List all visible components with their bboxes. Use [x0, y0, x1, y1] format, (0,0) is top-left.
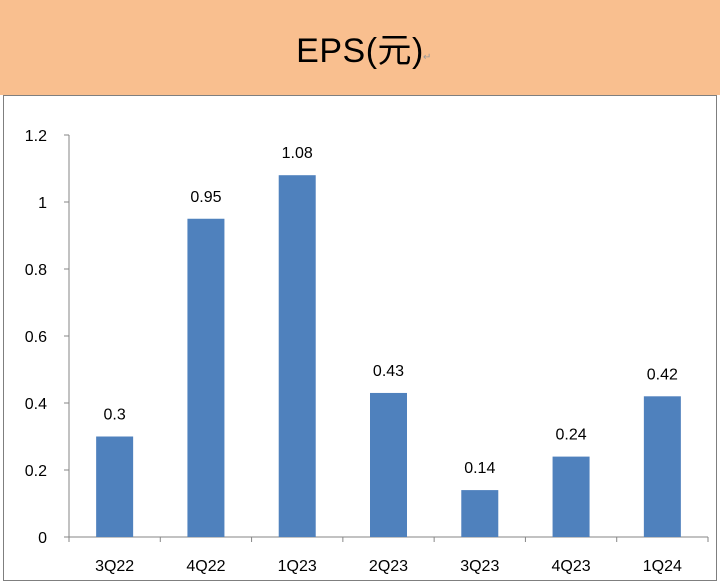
x-tick-label: 1Q23	[278, 558, 317, 575]
chart-header: EPS(元) ↵	[0, 0, 720, 95]
y-tick-label: 0.2	[25, 463, 47, 480]
bar	[643, 396, 681, 537]
bar	[187, 218, 225, 537]
x-tick-label: 2Q23	[369, 558, 408, 575]
data-label: 0.3	[104, 407, 126, 424]
bar	[370, 392, 407, 537]
chart-labels: 0.3 3Q22 0.95 4Q22 1.08 1Q23 0.43 2Q23 0.14 3Q23 0…	[95, 145, 682, 575]
x-tick-label: 4Q22	[186, 558, 225, 575]
x-tick-label: 3Q22	[95, 558, 134, 575]
data-label: 0.43	[373, 363, 404, 380]
data-label: 0.95	[190, 189, 221, 206]
data-label: 0.42	[647, 366, 678, 383]
chart-axes: 0 0.2 0.4 0.6 0.8 1 1.2	[25, 128, 709, 547]
x-tick-label: 3Q23	[460, 558, 499, 575]
y-tick-label: 0.8	[25, 262, 47, 279]
y-tick-label: 0.6	[25, 329, 47, 346]
y-tick-label: 1.2	[25, 128, 47, 145]
y-tick-label: 0	[38, 530, 47, 547]
data-label: 0.14	[464, 460, 495, 477]
bar	[278, 175, 316, 537]
x-tick-label: 1Q24	[643, 558, 682, 575]
data-label: 0.24	[556, 427, 587, 444]
chart-bars	[96, 175, 681, 537]
bar	[96, 436, 134, 537]
x-tick-label: 4Q23	[552, 558, 591, 575]
data-label: 1.08	[282, 145, 313, 162]
y-tick-label: 1	[38, 195, 47, 212]
bar	[552, 456, 590, 537]
y-tick-label: 0.4	[25, 396, 47, 413]
chart-title: EPS(元)	[296, 32, 424, 70]
paragraph-mark: ↵	[423, 52, 432, 63]
bar	[461, 490, 499, 537]
